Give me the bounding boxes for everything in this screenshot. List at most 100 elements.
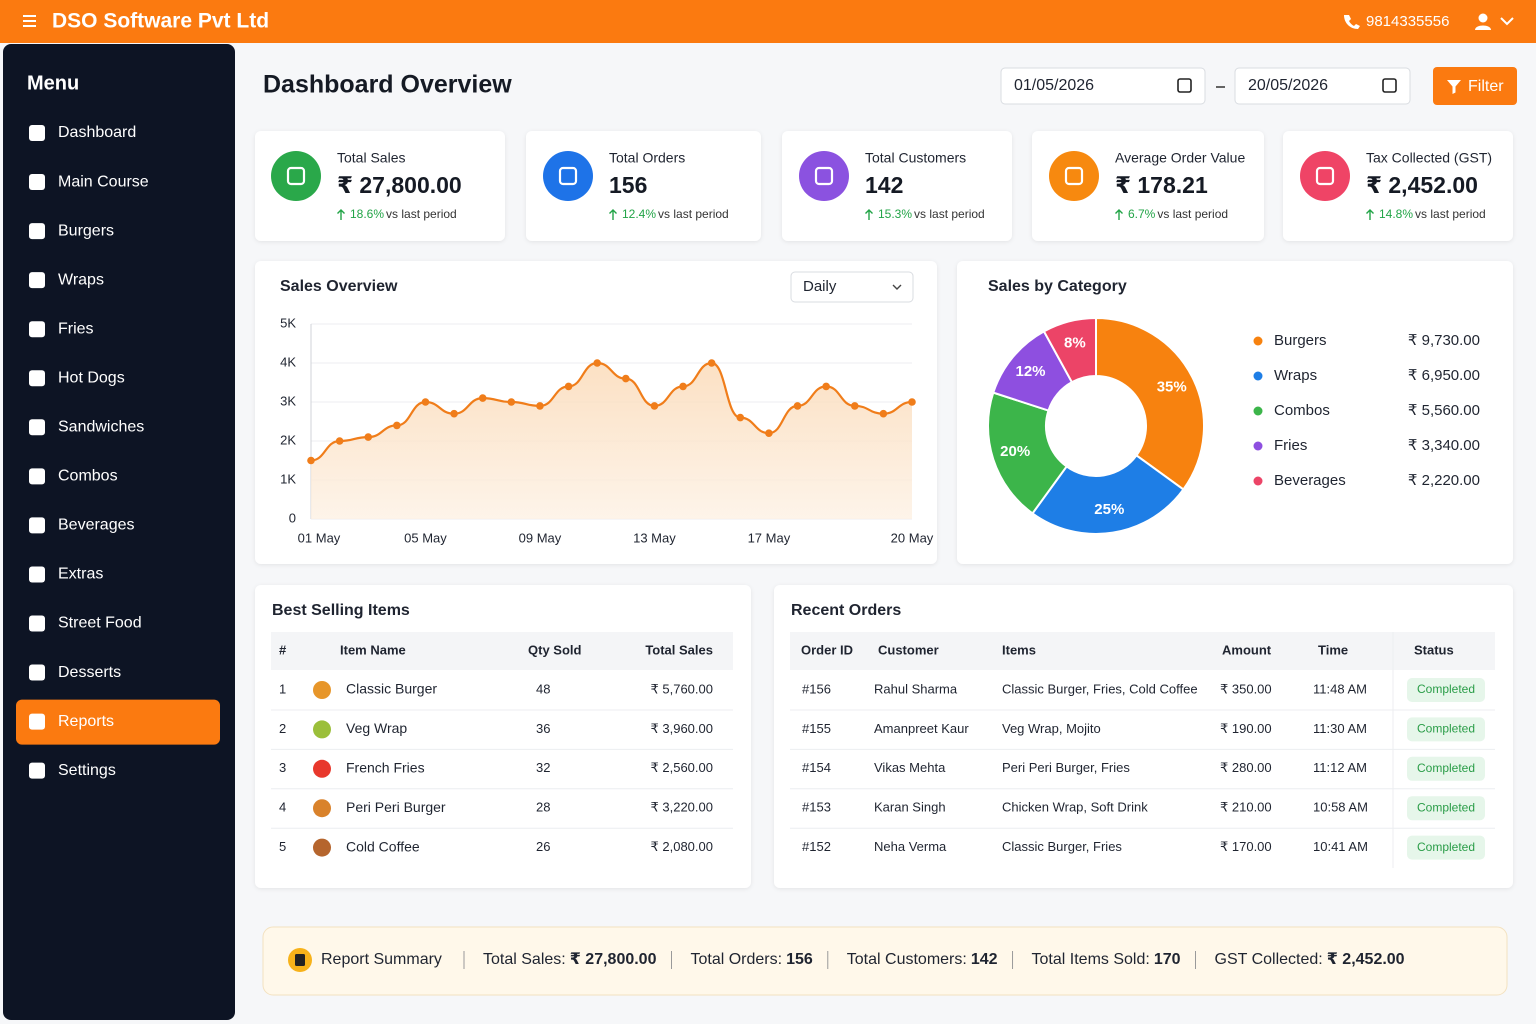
summary-value: 156 (786, 951, 813, 968)
point (564, 382, 573, 391)
phone-icon (1344, 15, 1360, 29)
menu-item[interactable]: Desserts (58, 664, 121, 681)
column-header: Items (1002, 642, 1036, 657)
menu-icon[interactable] (29, 321, 45, 338)
y-tick-label: 3K (280, 393, 296, 408)
total: ₹ 2,560.00 (651, 760, 714, 775)
brand: DSO Software Pvt Ltd (52, 10, 269, 33)
total: ₹ 3,960.00 (651, 721, 714, 736)
y-tick-label: 4K (280, 354, 296, 369)
user-head[interactable] (1478, 13, 1488, 23)
menu-icon[interactable] (29, 419, 45, 436)
kpi-note: vs last period (1415, 207, 1486, 221)
menu-item[interactable]: Dashboard (58, 124, 136, 141)
legend-amount: ₹ 9,730.00 (1408, 332, 1480, 349)
menu-icon[interactable] (29, 566, 45, 583)
menu-icon[interactable] (29, 272, 45, 289)
top-bar (0, 0, 1536, 43)
menu-icon[interactable] (29, 223, 45, 240)
legend-label: Wraps (1274, 367, 1317, 384)
chevron[interactable] (1500, 17, 1514, 26)
pie-slice (1042, 316, 1097, 384)
menu-item[interactable]: Reports (58, 713, 114, 730)
table-header (271, 632, 733, 670)
filter-button[interactable] (1433, 67, 1517, 105)
point (450, 409, 458, 418)
legend-dot (1253, 371, 1263, 381)
cell: Peri Peri Burger, Fries (1002, 760, 1130, 775)
point (879, 409, 888, 418)
summary-value: 142 (971, 951, 998, 968)
menu-icon[interactable] (29, 713, 45, 730)
active-item (16, 699, 220, 745)
column-header: Time (1318, 642, 1348, 657)
legend-label: Burgers (1274, 332, 1327, 349)
menu-item[interactable]: Burgers (58, 222, 114, 239)
kpi-change: 6.7% (1128, 207, 1156, 221)
item-icon (313, 681, 331, 699)
calendar-icon (1382, 78, 1397, 93)
cell: Chicken Wrap, Soft Drink (1002, 800, 1148, 815)
pie-slice (1031, 453, 1185, 535)
column-header: Total Sales (645, 642, 713, 657)
column-header: Customer (878, 642, 939, 657)
menu-icon[interactable] (29, 468, 45, 485)
date-value: 01/05/2026 (1014, 77, 1094, 94)
cell: Classic Burger, Fries, Cold Coffee (1002, 681, 1198, 696)
legend-amount: ₹ 2,220.00 (1408, 472, 1480, 489)
cell: Classic Burger, Fries (1002, 839, 1122, 854)
menu-item[interactable]: Combos (58, 468, 118, 485)
cell: ₹ 170.00 (1220, 839, 1272, 854)
column-header: # (279, 642, 287, 657)
menu-icon[interactable] (29, 174, 45, 191)
summary-bar (262, 926, 1508, 996)
legend-dot (1253, 336, 1263, 346)
date-input[interactable] (1000, 67, 1206, 105)
qty: 26 (536, 839, 550, 854)
slice-label: 35% (1157, 378, 1187, 395)
cell: ₹ 190.00 (1220, 721, 1272, 736)
summary-label: Total Items Sold: (1032, 951, 1150, 968)
summary-label: Total Customers: (847, 951, 967, 968)
menu-item[interactable]: Sandwiches (58, 419, 144, 436)
legend-amount: ₹ 5,560.00 (1408, 402, 1480, 419)
cell: 11:30 AM (1313, 721, 1367, 736)
point (307, 456, 315, 465)
kpi-value: ₹ 178.21 (1115, 172, 1208, 198)
status-badge (1407, 835, 1485, 860)
menu-item[interactable]: Hot Dogs (58, 369, 125, 386)
kpi-note: vs last period (1157, 207, 1228, 221)
up-arrow (1115, 209, 1123, 220)
menu-item[interactable]: Settings (58, 762, 116, 779)
rank: 2 (279, 721, 286, 736)
up-arrow (865, 209, 873, 220)
menu-icon[interactable] (29, 615, 45, 632)
total: ₹ 2,080.00 (651, 839, 714, 854)
point (507, 398, 516, 406)
up-arrow (337, 209, 345, 220)
menu-item[interactable]: Street Food (58, 615, 142, 632)
kpi-glyph (814, 166, 834, 186)
filter-icon (1447, 80, 1461, 94)
menu-item[interactable]: Main Course (58, 173, 149, 190)
menu-icon[interactable] (29, 125, 45, 141)
menu-item[interactable]: Beverages (58, 517, 135, 534)
period-select[interactable] (790, 271, 914, 303)
menu-icon[interactable] (29, 370, 45, 387)
y-tick-label: 2K (280, 432, 296, 447)
kpi-glyph (286, 166, 306, 186)
status-badge (1407, 756, 1485, 781)
kpi-glyph (558, 166, 578, 186)
user-body (1475, 25, 1491, 30)
menu-item[interactable]: Extras (58, 566, 103, 583)
menu-icon[interactable] (29, 762, 45, 779)
menu-item[interactable]: Fries (58, 320, 94, 337)
menu-icon[interactable] (23, 15, 36, 27)
date-input[interactable] (1234, 67, 1411, 105)
menu-item[interactable]: Wraps (58, 271, 104, 288)
legend-dot (1253, 476, 1263, 486)
menu-icon[interactable] (29, 664, 45, 681)
status-badge (1407, 796, 1485, 821)
menu-icon[interactable] (29, 517, 45, 534)
x-tick-label: 09 May (519, 530, 562, 545)
